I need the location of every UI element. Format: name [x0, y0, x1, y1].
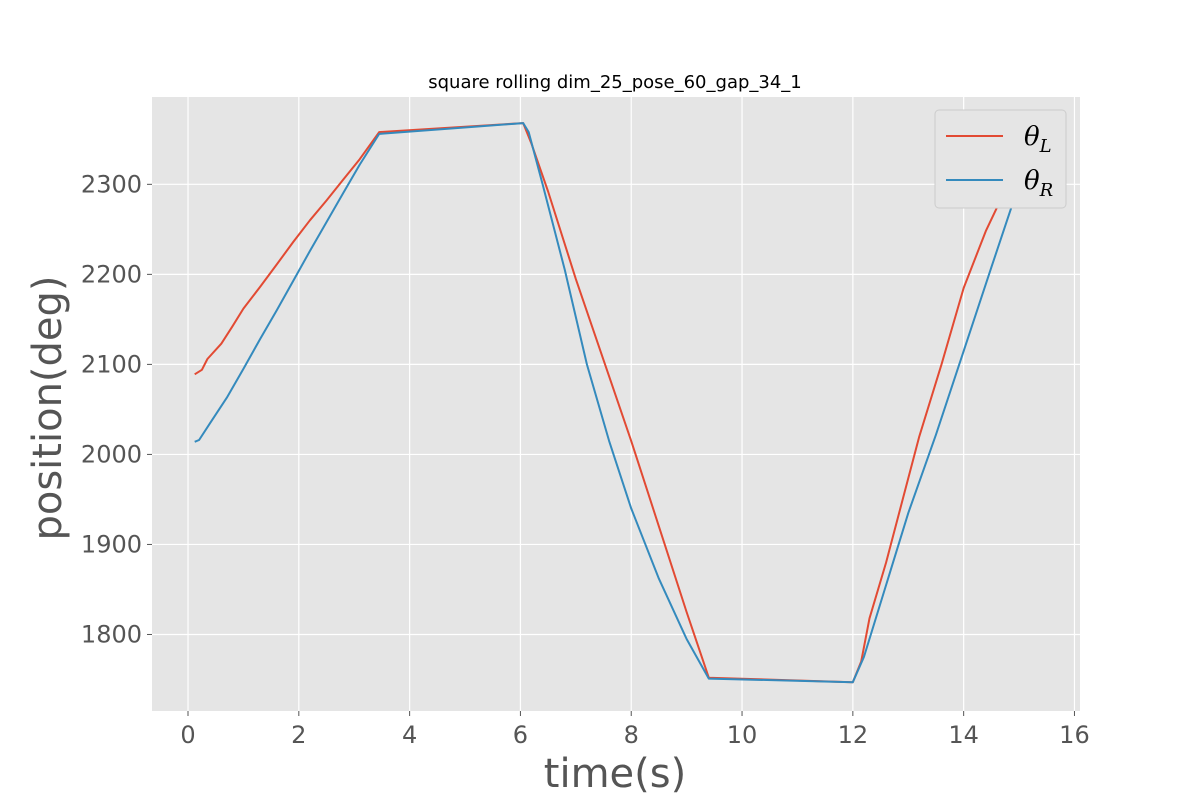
axis-ticks: 0 2 4 6 8 10 12 14 16 1800 1900 2000 2100 2200 2300: [81, 170, 1090, 749]
legend-symbol: θ: [1024, 166, 1040, 196]
x-tick-label: 10: [727, 721, 758, 749]
y-tick-label: 2100: [81, 350, 142, 378]
legend-label: θR: [1024, 166, 1053, 201]
x-tick-label: 2: [291, 721, 306, 749]
x-tick-label: 16: [1059, 721, 1090, 749]
y-tick-label: 1800: [81, 620, 142, 648]
legend-subscript: R: [1039, 180, 1054, 201]
y-tick-label: 1900: [81, 530, 142, 558]
legend-subscript: L: [1039, 136, 1052, 157]
y-tick-label: 2300: [81, 170, 142, 198]
chart-title: square rolling dim_25_pose_60_gap_34_1: [428, 72, 802, 93]
x-tick-label: 14: [948, 721, 979, 749]
plot-area: [152, 97, 1080, 711]
y-tick-label: 2200: [81, 260, 142, 288]
x-tick-label: 12: [838, 721, 869, 749]
series-lines: [194, 122, 1037, 684]
legend-box: [934, 109, 1067, 209]
x-tick-label: 4: [402, 721, 417, 749]
y-axis-label: position(deg): [25, 275, 71, 540]
x-tick-label: 6: [513, 721, 528, 749]
x-tick-label: 0: [180, 721, 195, 749]
x-axis-label: time(s): [544, 751, 686, 797]
series-line-theta-l: [194, 122, 1031, 684]
legend-symbol: θ: [1024, 122, 1040, 152]
y-tick-label: 2000: [81, 440, 142, 468]
series-line-theta-r: [194, 122, 1037, 684]
x-tick-label: 8: [624, 721, 639, 749]
legend-label: θL: [1024, 122, 1052, 157]
